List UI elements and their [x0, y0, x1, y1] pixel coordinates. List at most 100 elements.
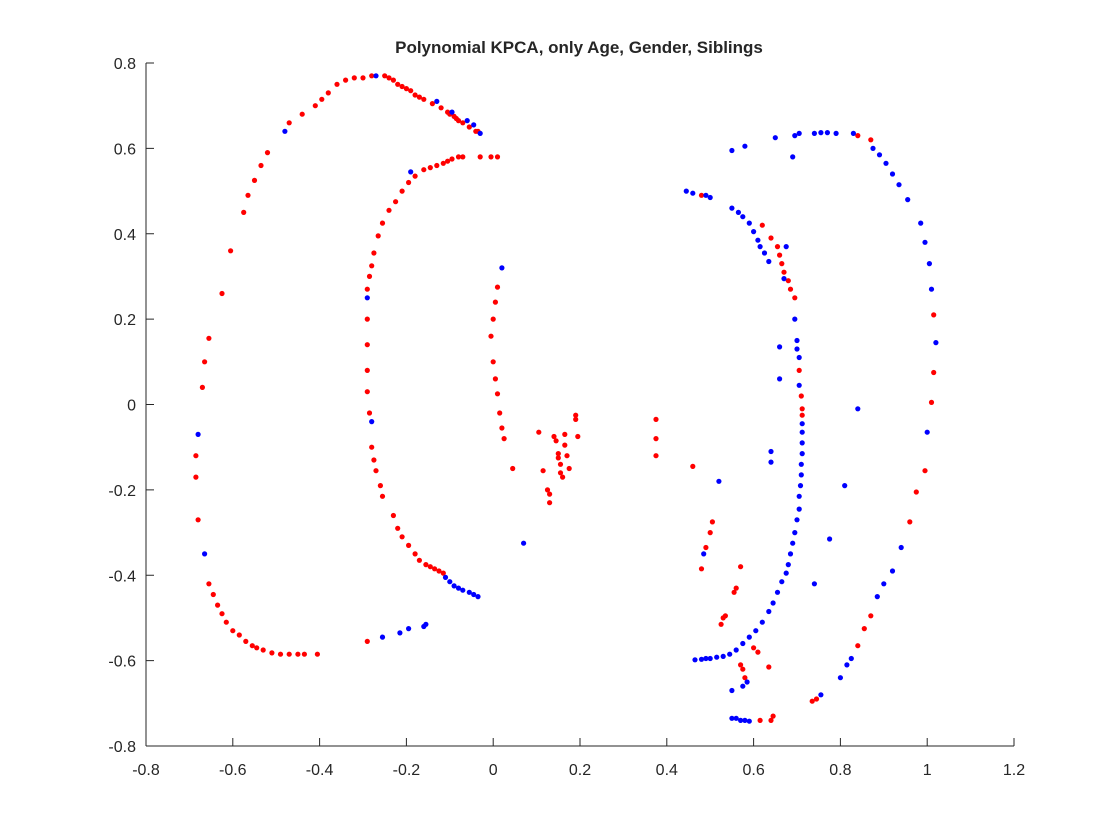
data-point — [397, 630, 403, 636]
data-point — [449, 109, 455, 115]
data-point — [755, 649, 761, 655]
scatter-points — [193, 73, 939, 724]
data-point — [707, 194, 713, 201]
data-point — [373, 468, 379, 474]
data-point — [375, 233, 381, 239]
data-point — [779, 579, 785, 585]
data-point — [490, 359, 496, 365]
data-point — [451, 583, 457, 589]
data-point — [573, 412, 579, 418]
data-point — [193, 453, 199, 459]
data-point — [798, 461, 804, 467]
data-point — [477, 130, 483, 136]
data-point — [799, 440, 805, 446]
data-point — [360, 75, 366, 81]
data-point — [707, 655, 713, 662]
data-point — [799, 412, 805, 418]
data-point — [408, 169, 414, 175]
data-point — [690, 190, 696, 196]
data-point — [931, 369, 937, 376]
y-tick-label: 0.2 — [114, 312, 136, 329]
data-point — [774, 589, 781, 595]
data-point — [301, 651, 307, 657]
data-point — [471, 591, 477, 598]
data-point — [364, 342, 370, 348]
data-point — [206, 335, 212, 341]
data-point — [928, 399, 935, 405]
data-point — [742, 717, 748, 724]
x-tick-label: 0 — [489, 762, 498, 779]
data-point — [251, 177, 258, 183]
data-point — [768, 717, 774, 724]
data-point — [369, 263, 375, 269]
data-point — [918, 220, 924, 226]
data-point — [560, 474, 566, 480]
data-point — [924, 429, 930, 435]
data-point — [440, 570, 446, 576]
data-point — [792, 295, 798, 301]
data-point — [406, 542, 412, 549]
data-point — [492, 376, 498, 382]
data-point — [286, 120, 292, 126]
data-point — [848, 655, 854, 662]
series-blue-points — [195, 73, 939, 724]
data-point — [787, 286, 794, 292]
data-point — [445, 158, 451, 164]
data-point — [243, 638, 249, 645]
data-point — [813, 696, 820, 702]
data-point — [460, 120, 466, 126]
data-point — [740, 214, 746, 220]
data-point — [399, 188, 405, 194]
data-point — [727, 651, 733, 657]
data-point — [818, 692, 824, 698]
data-point — [707, 530, 713, 536]
data-point — [729, 715, 735, 721]
x-tick-label: -0.6 — [219, 762, 247, 779]
data-point — [395, 81, 401, 87]
data-point — [792, 530, 798, 536]
data-point — [738, 662, 744, 668]
data-point — [753, 628, 759, 634]
x-tick-label: 1.2 — [1003, 762, 1025, 779]
data-point — [202, 551, 208, 557]
data-point — [325, 90, 331, 96]
data-point — [466, 124, 472, 130]
data-point — [933, 340, 939, 346]
data-point — [564, 453, 570, 459]
data-point — [797, 483, 804, 489]
y-tick-label: 0.4 — [114, 227, 136, 244]
data-point — [783, 570, 789, 576]
data-point — [720, 653, 726, 660]
data-point — [286, 651, 292, 657]
y-tick-label: -0.6 — [108, 654, 136, 671]
data-point — [889, 171, 896, 177]
data-point — [575, 433, 581, 440]
data-point — [494, 391, 501, 397]
data-point — [395, 525, 401, 531]
data-point — [842, 483, 848, 489]
data-point — [314, 651, 320, 657]
data-point — [796, 130, 802, 136]
data-point — [555, 451, 561, 457]
data-point — [716, 478, 722, 484]
data-point — [844, 662, 850, 668]
data-point — [799, 451, 805, 457]
data-point — [698, 192, 705, 198]
data-point — [455, 118, 462, 124]
data-point — [379, 493, 386, 499]
data-point — [423, 562, 429, 568]
chart-title: Polynomial KPCA, only Age, Gender, Sibli… — [395, 38, 763, 57]
data-point — [796, 382, 802, 388]
data-point — [729, 205, 735, 211]
data-point — [366, 273, 373, 279]
data-point — [738, 717, 744, 724]
data-point — [421, 167, 427, 173]
data-point — [254, 645, 260, 651]
data-point — [223, 619, 229, 625]
data-point — [499, 265, 505, 271]
data-point — [408, 88, 414, 94]
data-point — [299, 111, 305, 117]
data-point — [334, 81, 340, 87]
data-point — [757, 717, 763, 724]
data-point — [490, 316, 496, 322]
